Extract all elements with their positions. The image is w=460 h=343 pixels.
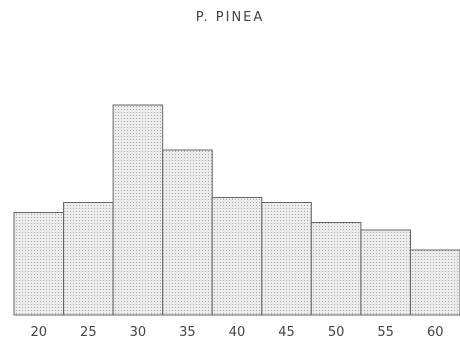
x-tick-label-40: 40	[229, 325, 246, 340]
histogram-bar-40	[211, 197, 263, 316]
x-tick-label-55: 55	[377, 325, 394, 340]
histogram-bar-35	[162, 149, 213, 316]
histogram-bar-20	[13, 212, 65, 316]
x-tick-label-25: 25	[80, 325, 97, 340]
x-tick-label-50: 50	[328, 325, 345, 340]
histogram-bar-55	[360, 229, 411, 316]
x-tick-label-20: 20	[31, 325, 48, 340]
chart-title: P. PINEA	[195, 10, 265, 25]
histogram-bar-60	[409, 249, 460, 316]
x-tick-label-60: 60	[427, 325, 444, 340]
x-tick-label-30: 30	[130, 325, 147, 340]
x-tick-label-35: 35	[179, 325, 196, 340]
histogram-bar-30	[112, 104, 164, 316]
histogram-bar-25	[63, 202, 114, 316]
histogram-bar-45	[261, 202, 312, 316]
histogram-bar-50	[310, 222, 362, 316]
x-tick-label-45: 45	[278, 325, 295, 340]
